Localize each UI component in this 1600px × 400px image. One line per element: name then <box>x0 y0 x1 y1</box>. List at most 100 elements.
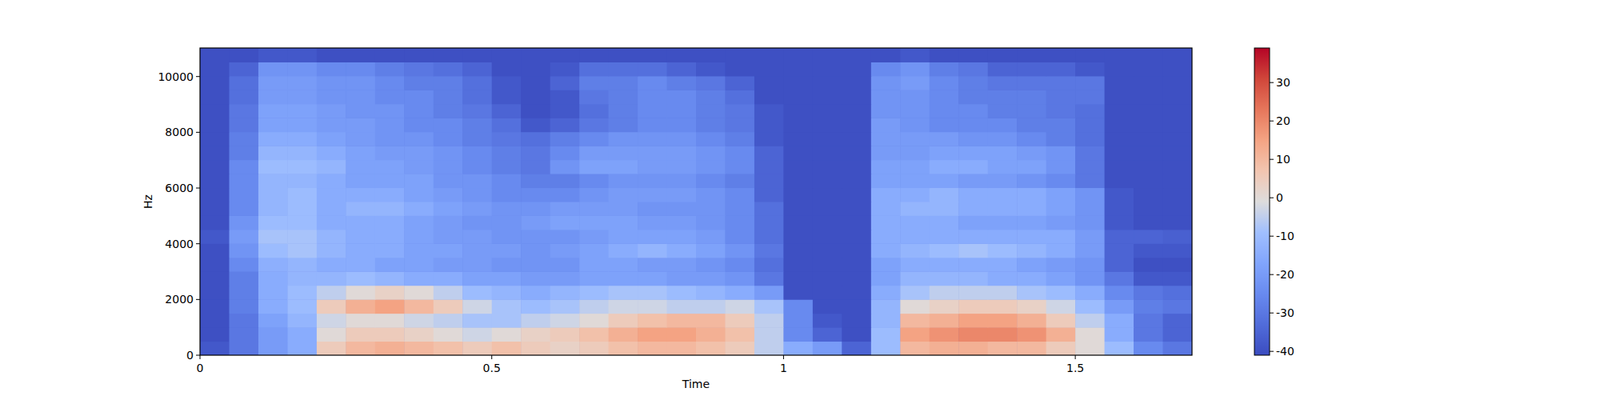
cell <box>462 132 492 147</box>
cell <box>492 188 522 203</box>
cell <box>1104 201 1135 216</box>
cell <box>550 48 580 63</box>
cell <box>696 104 726 119</box>
cell <box>1163 145 1192 160</box>
cell <box>550 76 580 91</box>
cell <box>462 160 492 175</box>
cell <box>1163 160 1192 175</box>
cell <box>1016 132 1047 147</box>
cell <box>228 201 259 216</box>
cell <box>608 48 639 63</box>
cell <box>228 61 259 76</box>
cell <box>608 160 639 175</box>
cell <box>1016 188 1047 203</box>
cell <box>754 271 784 286</box>
cell <box>988 132 1018 147</box>
cell <box>608 117 639 132</box>
cell <box>1133 201 1164 216</box>
cell <box>1016 89 1047 104</box>
cell <box>579 61 609 76</box>
cell <box>871 285 901 300</box>
colorbar-tick-label: 30 <box>1276 76 1291 89</box>
cell <box>608 215 639 230</box>
cell <box>1163 89 1192 104</box>
cell <box>1046 160 1076 175</box>
cell <box>696 229 726 244</box>
cell <box>929 48 960 63</box>
cell <box>1133 271 1164 286</box>
cell <box>316 327 347 342</box>
cell <box>228 285 259 300</box>
cell <box>754 243 784 258</box>
cell <box>841 341 872 356</box>
cell <box>696 145 726 160</box>
cell <box>550 285 580 300</box>
cell <box>988 173 1018 188</box>
cell <box>1075 313 1105 328</box>
colorbar-tick <box>1269 82 1274 84</box>
cell <box>1104 271 1135 286</box>
cell <box>462 299 492 314</box>
cell <box>228 243 259 258</box>
cell <box>958 327 988 342</box>
cell <box>492 89 522 104</box>
cell <box>724 61 755 76</box>
cell <box>841 48 872 63</box>
cell <box>345 299 376 314</box>
cell <box>754 215 784 230</box>
cell <box>929 271 960 286</box>
cell <box>1163 201 1192 216</box>
cell <box>316 299 347 314</box>
cell <box>375 215 405 230</box>
cell <box>345 48 376 63</box>
cell <box>1046 48 1076 63</box>
cell <box>345 160 376 175</box>
cell <box>724 188 755 203</box>
cell <box>667 299 697 314</box>
cell <box>608 173 639 188</box>
cell <box>228 104 259 119</box>
cell <box>520 188 551 203</box>
cell <box>667 188 697 203</box>
cell <box>1104 145 1135 160</box>
cell <box>345 215 376 230</box>
cell <box>783 117 813 132</box>
cell <box>988 145 1018 160</box>
colorbar-tick <box>1269 312 1274 314</box>
cell <box>433 117 464 132</box>
cell <box>462 61 492 76</box>
cell <box>1016 104 1047 119</box>
cell <box>375 327 405 342</box>
cell <box>1163 257 1192 272</box>
cell <box>258 215 288 230</box>
cell <box>404 145 434 160</box>
cell <box>1104 327 1135 342</box>
cell <box>900 299 930 314</box>
cell <box>200 188 230 203</box>
cell <box>783 243 813 258</box>
cell <box>929 243 960 258</box>
cell <box>871 104 901 119</box>
cell <box>200 243 230 258</box>
cell <box>667 271 697 286</box>
cell <box>754 61 784 76</box>
colorbar-tick-label: 20 <box>1276 114 1291 128</box>
cell <box>696 341 726 356</box>
cell <box>608 132 639 147</box>
cell <box>1104 299 1135 314</box>
cell <box>900 201 930 216</box>
y-tick <box>196 243 200 244</box>
cell <box>1133 132 1164 147</box>
cell <box>637 327 668 342</box>
colorbar-tick <box>1269 274 1274 276</box>
cell <box>696 215 726 230</box>
cell <box>462 145 492 160</box>
cell <box>228 313 259 328</box>
cell <box>345 173 376 188</box>
cell <box>988 271 1018 286</box>
cell <box>579 173 609 188</box>
cell <box>200 76 230 91</box>
cell <box>1016 229 1047 244</box>
cell <box>200 104 230 119</box>
cell <box>1075 341 1105 356</box>
